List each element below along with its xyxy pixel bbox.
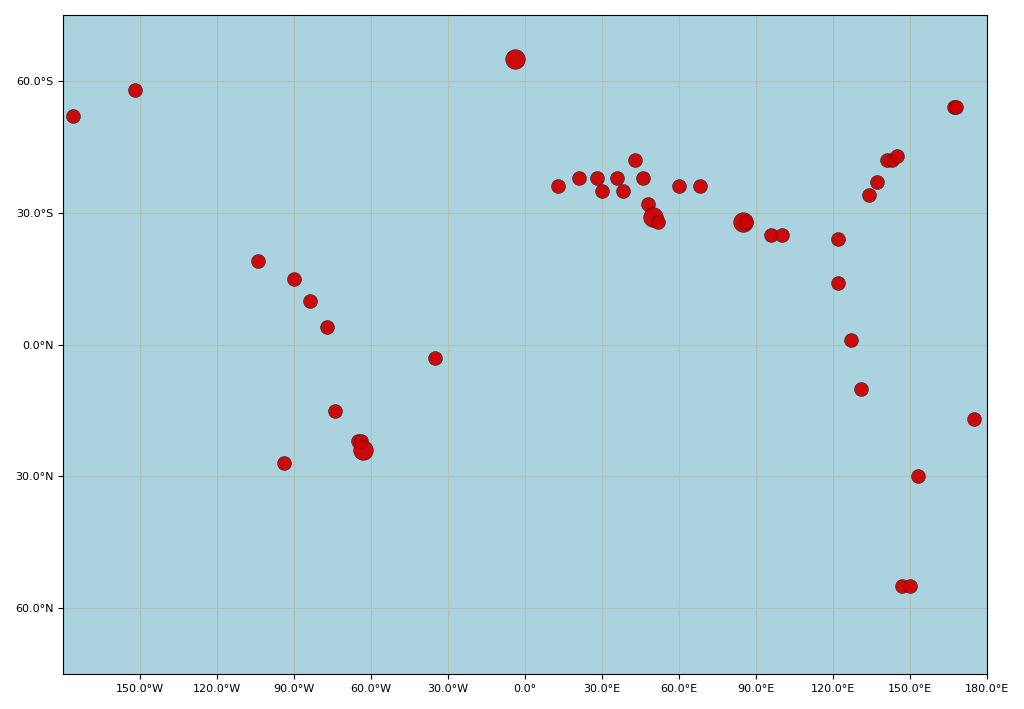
Point bbox=[860, 189, 877, 201]
Point bbox=[909, 471, 926, 482]
Point bbox=[737, 216, 754, 228]
Point bbox=[879, 155, 895, 166]
Point bbox=[250, 255, 266, 267]
Point bbox=[352, 435, 369, 447]
Point bbox=[773, 229, 790, 240]
Point bbox=[301, 295, 317, 306]
Point bbox=[884, 155, 900, 166]
Point bbox=[614, 185, 631, 196]
Point bbox=[127, 84, 143, 96]
Point bbox=[594, 185, 610, 196]
Point bbox=[966, 413, 982, 425]
Point bbox=[902, 581, 919, 592]
Point bbox=[286, 273, 302, 284]
Point bbox=[650, 216, 667, 228]
Point bbox=[763, 229, 779, 240]
Point bbox=[894, 581, 910, 592]
Point bbox=[640, 199, 656, 210]
Point bbox=[589, 172, 605, 184]
Point bbox=[843, 335, 859, 346]
Point bbox=[609, 172, 626, 184]
Point bbox=[635, 172, 651, 184]
Point bbox=[66, 111, 82, 122]
Point bbox=[735, 216, 752, 228]
Point bbox=[350, 435, 367, 447]
Point bbox=[319, 321, 336, 333]
Point bbox=[355, 445, 372, 456]
Point bbox=[889, 150, 905, 162]
Point bbox=[327, 405, 343, 416]
Point bbox=[853, 383, 869, 394]
Point bbox=[829, 277, 846, 289]
Point bbox=[427, 352, 443, 364]
Point bbox=[645, 211, 662, 223]
Point bbox=[868, 177, 885, 188]
Point bbox=[550, 181, 566, 192]
Point bbox=[829, 233, 846, 245]
Point bbox=[507, 53, 523, 65]
Point bbox=[691, 181, 708, 192]
Point bbox=[671, 181, 687, 192]
Point bbox=[627, 155, 643, 166]
Point bbox=[275, 457, 292, 469]
Point bbox=[948, 101, 965, 113]
Point bbox=[570, 172, 587, 184]
Point bbox=[945, 101, 962, 113]
